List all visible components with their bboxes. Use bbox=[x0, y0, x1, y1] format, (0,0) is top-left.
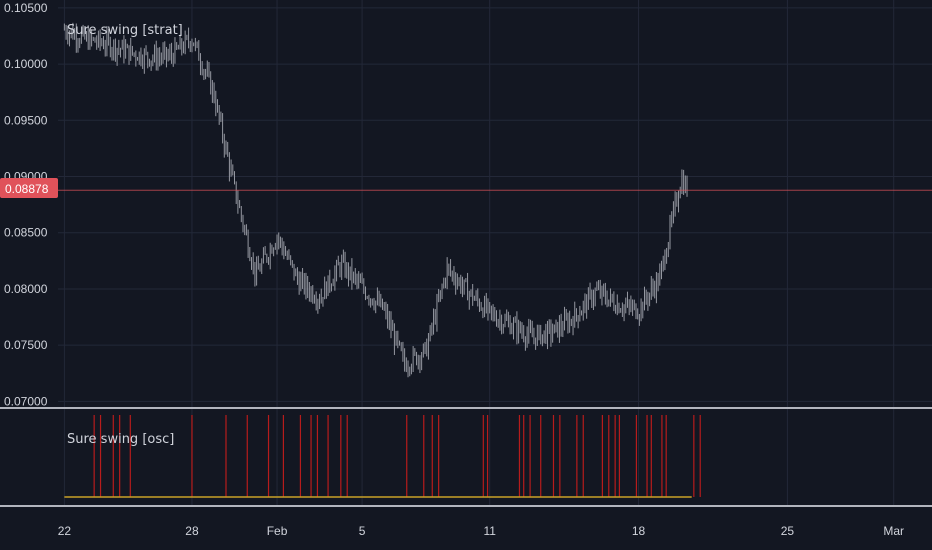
price-tick-label: 0.10000 bbox=[4, 57, 48, 71]
pane-separator-top[interactable] bbox=[0, 407, 932, 409]
time-tick-label: 18 bbox=[632, 524, 646, 538]
last-price-label: 0.08878 bbox=[5, 182, 49, 196]
time-tick-label: 11 bbox=[483, 524, 496, 538]
time-tick-label: 22 bbox=[58, 524, 72, 538]
time-axis[interactable]: 22 28 Feb 5 11 18 25 Mar bbox=[58, 524, 904, 538]
strategy-legend[interactable]: Sure swing [strat] bbox=[67, 23, 183, 38]
price-series bbox=[63, 22, 688, 378]
grid-lines bbox=[58, 0, 932, 505]
time-tick-label: 28 bbox=[185, 524, 199, 538]
time-tick-label: Mar bbox=[883, 524, 904, 538]
price-tick-label: 0.07500 bbox=[4, 338, 48, 352]
price-tick-label: 0.09500 bbox=[4, 113, 48, 127]
last-price-badge bbox=[0, 178, 58, 198]
oscillator-legend[interactable]: Sure swing [osc] bbox=[67, 432, 174, 447]
price-axis[interactable]: 0.105000.100000.095000.090000.085000.080… bbox=[4, 1, 48, 409]
price-tick-label: 0.10500 bbox=[4, 1, 48, 15]
pane-separator-bottom[interactable] bbox=[0, 505, 932, 507]
price-tick-label: 0.08500 bbox=[4, 226, 48, 240]
time-tick-label: 5 bbox=[359, 524, 366, 538]
time-tick-label: 25 bbox=[781, 524, 795, 538]
price-tick-label: 0.08000 bbox=[4, 282, 48, 296]
signal-series bbox=[93, 415, 701, 497]
time-tick-label: Feb bbox=[267, 524, 288, 538]
price-tick-label: 0.07000 bbox=[4, 394, 48, 408]
